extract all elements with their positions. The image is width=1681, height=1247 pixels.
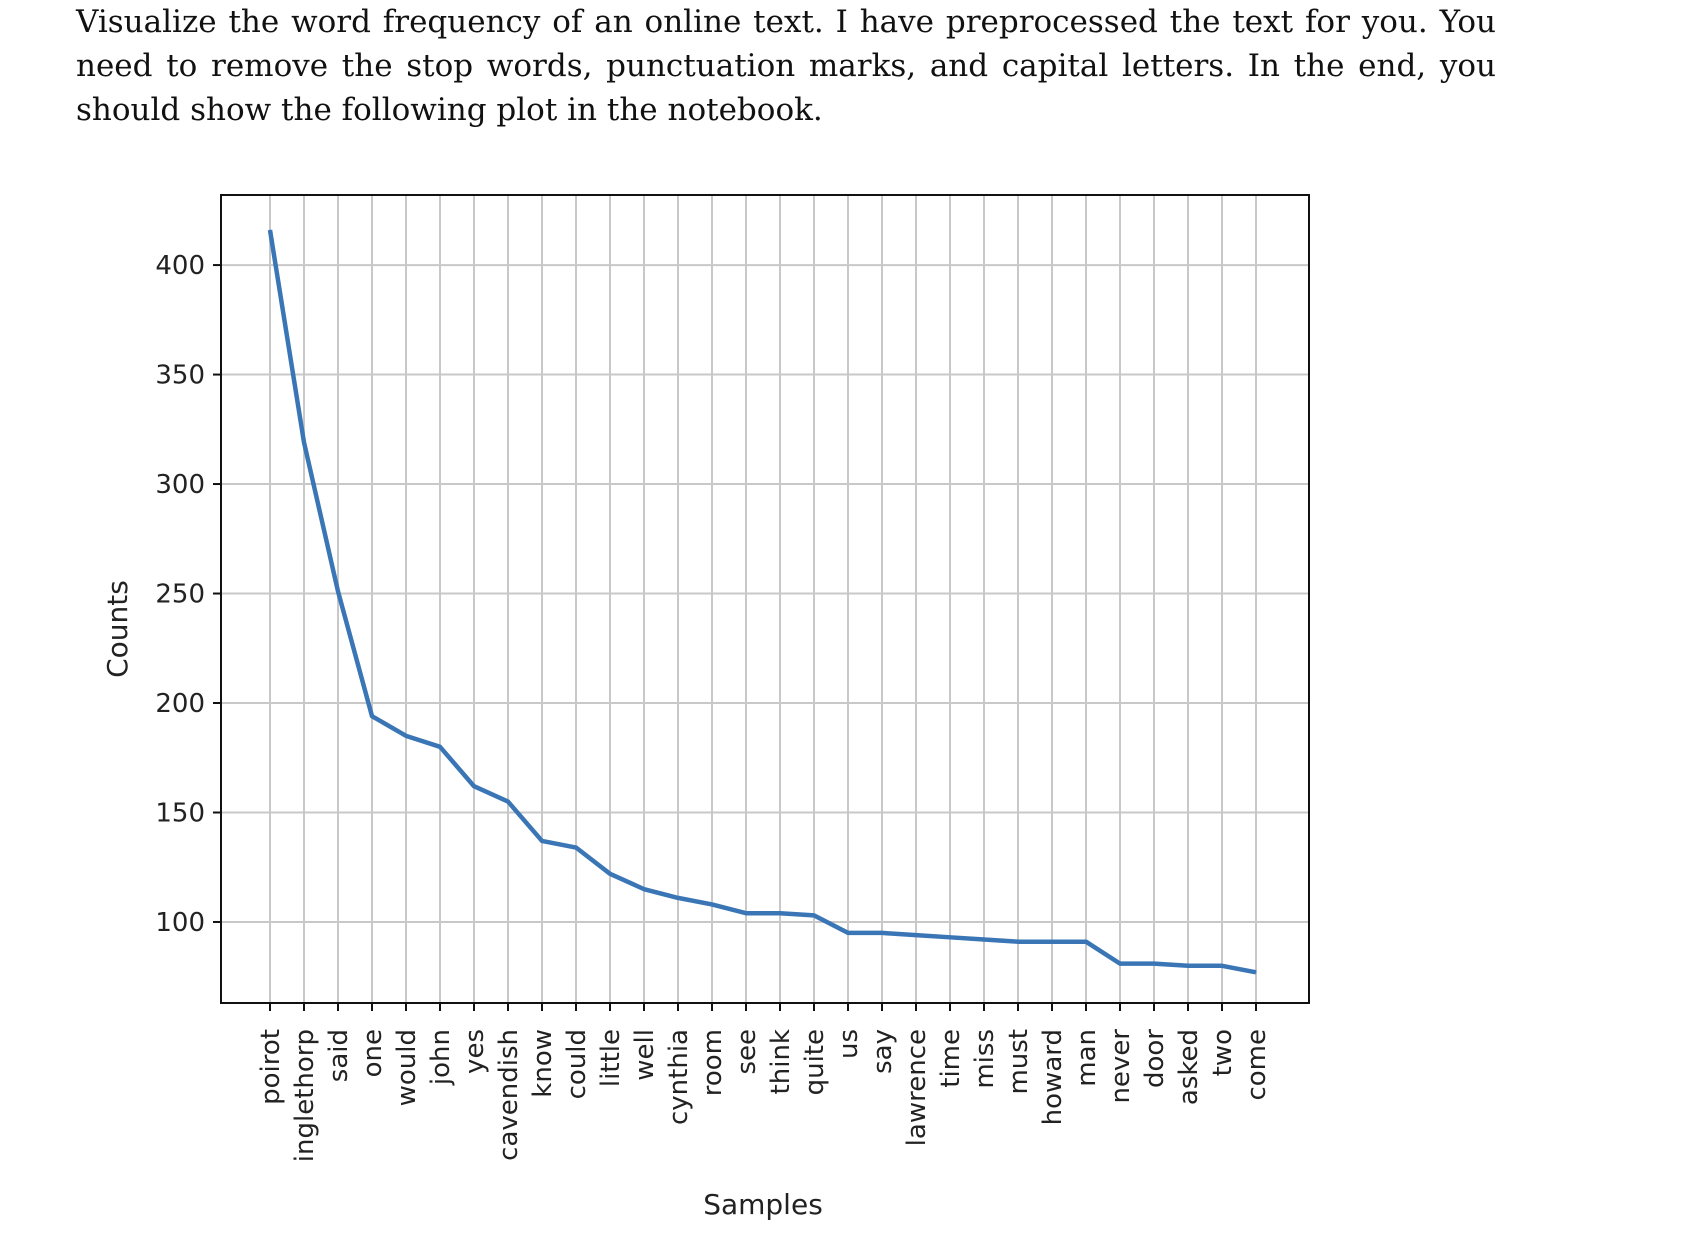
x-tick-label: never <box>1106 1029 1136 1104</box>
x-tick-label: could <box>562 1029 592 1099</box>
x-tick-label: time <box>936 1029 966 1088</box>
data-point <box>915 934 917 936</box>
data-point <box>1085 941 1087 943</box>
x-tick-label: man <box>1072 1029 1102 1087</box>
y-tick-label: 350 <box>155 361 205 391</box>
x-tick-label: know <box>528 1029 558 1098</box>
x-tick-label: must <box>1004 1029 1034 1095</box>
data-point <box>575 847 577 849</box>
data-point <box>1153 963 1155 965</box>
x-tick-label: us <box>834 1029 864 1059</box>
x-tick-label: say <box>868 1029 898 1074</box>
y-tick-label: 200 <box>155 689 205 719</box>
data-point <box>881 932 883 934</box>
data-point <box>745 912 747 914</box>
data-point <box>269 229 271 231</box>
data-point <box>303 441 305 443</box>
data-point <box>983 938 985 940</box>
data-point <box>1187 965 1189 967</box>
y-axis: 100 150 200 250 300 350 400 <box>155 251 221 938</box>
x-tick-label: think <box>766 1029 796 1094</box>
x-tick-label: two <box>1208 1029 1238 1076</box>
y-tick-label: 400 <box>155 251 205 281</box>
grid <box>221 195 1309 1003</box>
x-tick-label: quite <box>800 1029 830 1095</box>
prompt-text: Visualize the word frequency of an onlin… <box>76 4 1496 128</box>
x-axis: poirot inglethorp said one would john yes caven… <box>256 1003 1272 1162</box>
x-tick-label: door <box>1140 1029 1170 1088</box>
x-tick-label: miss <box>970 1029 1000 1089</box>
data-point <box>541 840 543 842</box>
x-tick-label: lawrence <box>902 1029 932 1146</box>
x-tick-label: yes <box>460 1029 490 1074</box>
x-tick-label: poirot <box>256 1029 286 1105</box>
data-point <box>1017 941 1019 943</box>
plot-frame <box>220 194 1310 1004</box>
series-line <box>267 229 1257 975</box>
data-point <box>813 914 815 916</box>
data-point <box>371 715 373 717</box>
y-tick-label: 300 <box>155 470 205 500</box>
data-point <box>1119 963 1121 965</box>
x-tick-label: inglethorp <box>290 1029 320 1162</box>
y-tick-label: 150 <box>155 798 205 828</box>
data-point <box>439 746 441 748</box>
y-axis-label: Counts <box>101 580 134 678</box>
x-tick-label: cynthia <box>664 1029 694 1125</box>
data-point <box>405 735 407 737</box>
data-point <box>507 801 509 803</box>
data-point <box>1255 971 1257 973</box>
y-tick-label: 250 <box>155 580 205 610</box>
data-point <box>1051 941 1053 943</box>
data-point <box>643 888 645 890</box>
x-tick-label: one <box>358 1029 388 1077</box>
x-tick-label: room <box>698 1029 728 1096</box>
x-tick-label: well <box>630 1029 660 1081</box>
y-tick-label: 100 <box>155 908 205 938</box>
data-point <box>1221 965 1223 967</box>
x-axis-label: Samples <box>703 1188 823 1221</box>
data-point <box>847 932 849 934</box>
x-tick-label: come <box>1242 1029 1272 1101</box>
data-point <box>779 912 781 914</box>
data-point <box>473 785 475 787</box>
x-tick-label: john <box>426 1029 456 1086</box>
x-tick-label: little <box>596 1029 626 1087</box>
data-point <box>677 897 679 899</box>
data-point <box>711 903 713 905</box>
data-point <box>337 590 339 592</box>
x-tick-label: cavendish <box>494 1029 524 1161</box>
data-point <box>949 936 951 938</box>
x-tick-label: asked <box>1174 1029 1204 1105</box>
data-point <box>609 873 611 875</box>
x-tick-label: howard <box>1038 1029 1068 1125</box>
x-tick-label: would <box>392 1029 422 1106</box>
x-tick-label: said <box>324 1029 354 1082</box>
series-line-group <box>267 229 1257 975</box>
x-tick-label: see <box>732 1029 762 1075</box>
